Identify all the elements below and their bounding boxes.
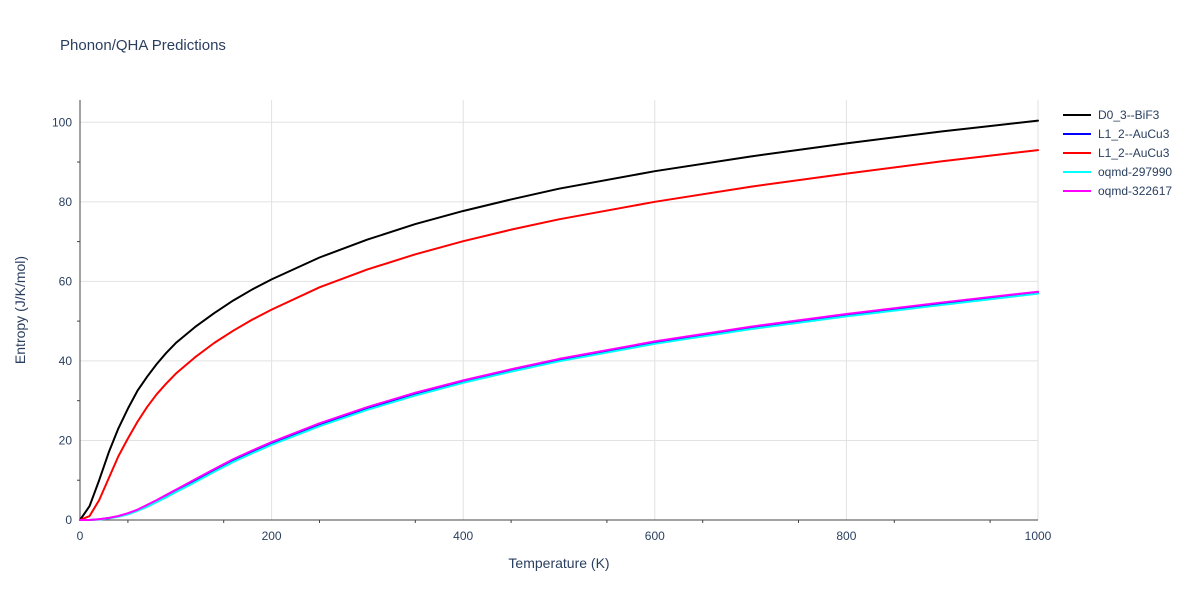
series-line-0	[79, 119, 1039, 521]
x-tick-label: 0	[77, 529, 84, 543]
legend-item[interactable]: oqmd-322617	[1063, 184, 1172, 198]
x-tick-label: 1000	[1025, 529, 1052, 543]
legend-item[interactable]: D0_3--BiF3	[1063, 108, 1160, 122]
legend-item[interactable]: L1_2--AuCu3	[1063, 146, 1170, 160]
legend-item[interactable]: L1_2--AuCu3	[1063, 127, 1170, 141]
legend-label: oqmd-322617	[1098, 184, 1172, 198]
x-tick-label: 800	[836, 529, 856, 543]
legend[interactable]: D0_3--BiF3 L1_2--AuCu3 L1_2--AuCu3 oqmd-297…	[1063, 108, 1172, 198]
y-tick-label: 60	[59, 274, 73, 288]
plot-area	[79, 119, 1039, 521]
legend-label: L1_2--AuCu3	[1098, 146, 1170, 160]
x-tick-label: 200	[262, 529, 282, 543]
y-tick-label: 40	[59, 354, 73, 368]
y-tick-label: 0	[65, 513, 72, 527]
y-tick-label: 80	[59, 195, 73, 209]
legend-label: D0_3--BiF3	[1098, 108, 1160, 122]
y-tick-label: 20	[59, 433, 73, 447]
legend-label: oqmd-297990	[1098, 165, 1172, 179]
y-axis-title: Entropy (J/K/mol)	[12, 256, 28, 364]
x-tick-label: 400	[453, 529, 473, 543]
legend-item[interactable]: oqmd-297990	[1063, 165, 1172, 179]
x-axis-title: Temperature (K)	[508, 555, 609, 571]
legend-label: L1_2--AuCu3	[1098, 127, 1170, 141]
y-tick-label: 100	[52, 115, 72, 129]
chart-title: Phonon/QHA Predictions	[60, 37, 226, 54]
series-line-2	[79, 149, 1039, 521]
x-tick-label: 600	[645, 529, 665, 543]
axes: 0 200 400 600 800 1000 0 20 40 60 80 100	[52, 100, 1052, 543]
series-line-4	[79, 290, 1039, 521]
